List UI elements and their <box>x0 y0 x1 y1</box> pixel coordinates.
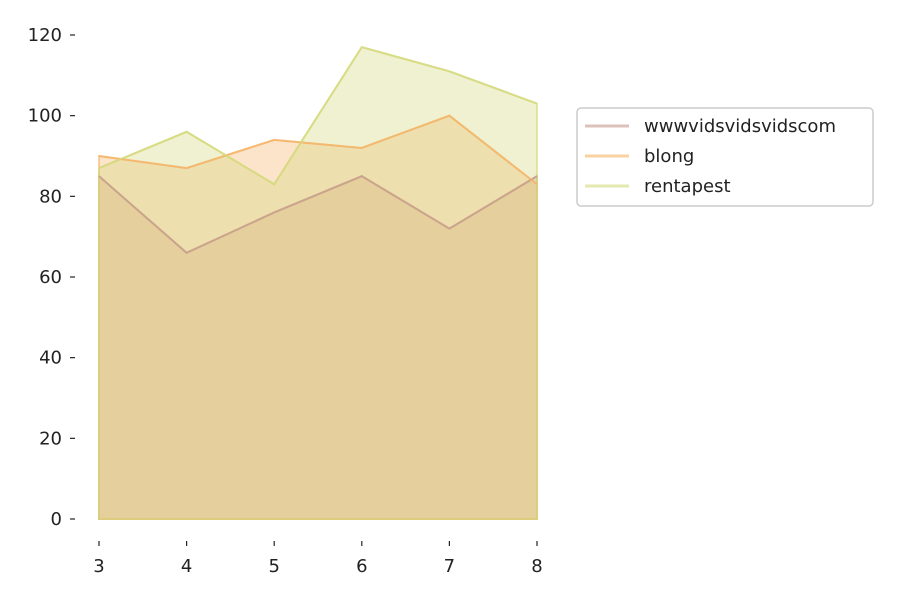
legend-label: rentapest <box>644 176 731 197</box>
y-tick-label: 80 <box>39 186 62 207</box>
legend-frame <box>576 107 874 207</box>
x-tick-label: 7 <box>444 556 455 577</box>
legend: wwwvidsvidsvidscom blong rentapest <box>576 107 874 207</box>
x-tick-label: 4 <box>181 556 192 577</box>
series-line-rentapest <box>98 45 538 186</box>
series-lines <box>98 45 538 254</box>
series-line-blong <box>98 114 538 186</box>
y-tick-label: 100 <box>28 106 62 127</box>
y-tick-label: 120 <box>28 25 62 46</box>
series-areas <box>98 45 538 520</box>
legend-label: blong <box>644 146 694 167</box>
y-tick-label: 40 <box>39 348 62 369</box>
x-tick-label: 3 <box>93 556 104 577</box>
y-tick-label: 20 <box>39 428 62 449</box>
series-area-rentapest <box>98 45 538 520</box>
x-tick-label: 8 <box>531 556 542 577</box>
legend-label: wwwvidsvidsvidscom <box>644 116 836 137</box>
y-axis: 0 20 40 60 80 100 120 <box>28 25 75 530</box>
x-axis: 3 4 5 6 7 8 <box>93 541 543 577</box>
x-tick-label: 6 <box>356 556 367 577</box>
y-tick-label: 0 <box>51 509 62 530</box>
x-tick-label: 5 <box>268 556 279 577</box>
series-line-wwwvidsvidsvidscom <box>98 175 538 254</box>
y-tick-label: 60 <box>39 267 62 288</box>
